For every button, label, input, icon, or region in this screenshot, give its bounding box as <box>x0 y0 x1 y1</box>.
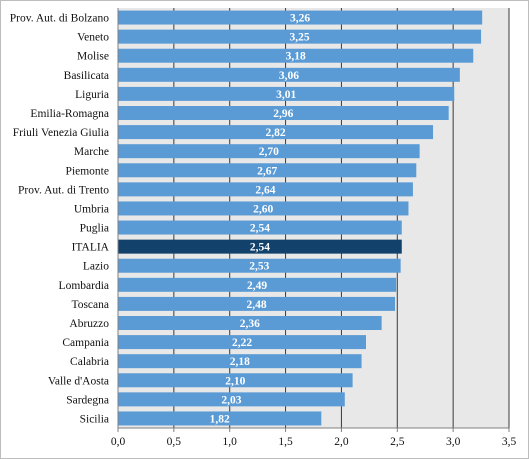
category-label: Prov. Aut. di Bolzano <box>10 13 109 25</box>
bar <box>118 296 396 311</box>
category-label: Prov. Aut. di Trento <box>18 184 109 196</box>
value-label: 3,25 <box>289 32 309 44</box>
bar <box>118 29 482 44</box>
category-label: Molise <box>77 51 109 63</box>
bar <box>118 335 367 350</box>
category-label: Liguria <box>75 89 109 101</box>
x-tick-label: 3,5 <box>502 436 517 448</box>
category-label: Emilia-Romagna <box>30 108 109 120</box>
bars <box>118 10 483 426</box>
value-label: 2,54 <box>250 223 270 235</box>
value-label: 2,49 <box>247 280 267 292</box>
value-label: 2,36 <box>240 318 260 330</box>
bar <box>118 220 402 235</box>
value-label: 2,53 <box>249 261 269 273</box>
category-label: Calabria <box>70 356 109 368</box>
category-label: Puglia <box>80 223 109 235</box>
x-tick-label: 3,0 <box>446 436 461 448</box>
bar <box>118 258 401 273</box>
category-label: Toscana <box>71 299 109 311</box>
value-label: 3,18 <box>286 51 306 63</box>
value-label: 2,10 <box>225 375 245 387</box>
category-label: Marche <box>74 146 109 158</box>
category-label: Umbria <box>74 203 109 215</box>
category-label: Campania <box>62 337 109 349</box>
value-label: 2,82 <box>265 127 285 139</box>
bar <box>118 201 409 216</box>
category-label: Friuli Venezia Giulia <box>13 127 109 139</box>
bar <box>118 239 402 254</box>
category-label: Abruzzo <box>69 318 109 330</box>
bar <box>118 67 460 82</box>
value-label: 2,60 <box>253 203 273 215</box>
category-label: Basilicata <box>64 70 109 82</box>
category-label: Veneto <box>77 32 109 44</box>
category-label: Sardegna <box>66 394 109 406</box>
bar <box>118 86 455 101</box>
value-label: 3,06 <box>279 70 299 82</box>
bar <box>118 106 449 120</box>
value-label: 1,82 <box>210 413 230 425</box>
value-labels: 3,26 3,25 3,18 3,06 3,01 2,96 2,82 2,70 2,67 2,64… <box>210 13 311 426</box>
x-tick-label: 2,5 <box>390 436 405 448</box>
value-label: 2,64 <box>255 184 275 196</box>
value-label: 2,67 <box>257 165 277 177</box>
bar <box>118 163 417 178</box>
bar <box>118 373 353 388</box>
value-label: 2,18 <box>230 356 250 368</box>
bar <box>118 125 434 140</box>
value-label: 2,70 <box>259 146 279 158</box>
bar <box>118 182 413 197</box>
category-label: ITALIA <box>72 242 110 254</box>
bar <box>118 392 345 407</box>
value-label: 3,01 <box>276 89 296 101</box>
category-label: Lombardia <box>59 280 109 292</box>
value-label: 2,03 <box>221 394 241 406</box>
bar <box>118 411 322 426</box>
value-label: 2,22 <box>232 337 252 349</box>
bar <box>118 354 362 369</box>
value-label: 2,48 <box>246 299 266 311</box>
bar <box>118 316 382 330</box>
value-label: 3,26 <box>290 13 310 25</box>
category-label: Sicilia <box>80 413 109 425</box>
bar <box>118 10 483 25</box>
value-label: 2,96 <box>273 108 293 120</box>
x-tick-label: 1,0 <box>223 436 238 448</box>
category-label: Piemonte <box>66 165 109 177</box>
x-tick-label: 1,5 <box>278 436 293 448</box>
bar <box>118 48 474 63</box>
bar <box>118 144 420 159</box>
value-label: 2,54 <box>250 242 270 254</box>
x-tick-label: 2,0 <box>334 436 349 448</box>
category-label: Valle d'Aosta <box>48 375 109 387</box>
category-label: Lazio <box>83 261 109 273</box>
category-labels: Prov. Aut. di Bolzano Veneto Molise Basilic… <box>10 13 110 426</box>
bar <box>118 277 397 292</box>
x-tick-label: 0,0 <box>111 436 126 448</box>
x-axis: 0,0 0,5 1,0 1,5 2,0 2,5 3,0 3,5 <box>111 8 517 448</box>
x-tick-label: 0,5 <box>167 436 182 448</box>
